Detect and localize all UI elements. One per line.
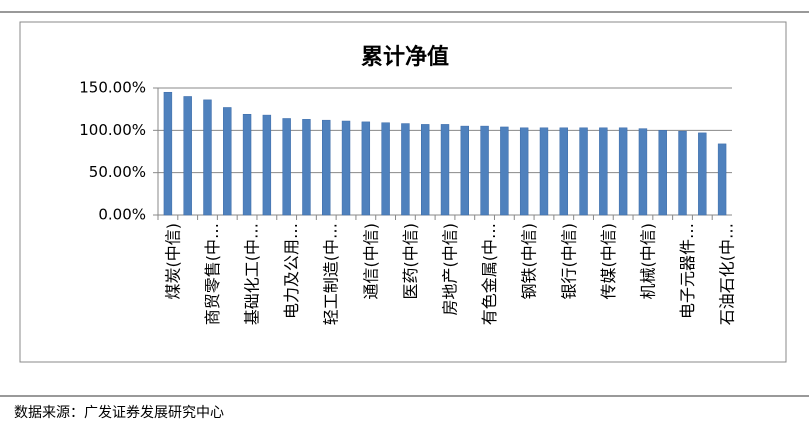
bar xyxy=(401,123,410,216)
x-tick-label: 机械(中信) xyxy=(638,223,657,300)
x-tick-label: 钢铁(中信) xyxy=(520,223,539,300)
x-tick-label: 银行(中信) xyxy=(559,223,578,300)
x-tick-label: 医药(中信) xyxy=(401,223,420,300)
bar xyxy=(460,125,470,216)
y-tick-label: 50.00% xyxy=(89,163,146,181)
bar xyxy=(322,119,331,216)
y-tick-label: 0.00% xyxy=(98,206,146,224)
bar xyxy=(381,122,390,216)
x-tick-label: 传媒(中信) xyxy=(599,223,618,300)
x-tick-label: 商贸零售(中… xyxy=(203,223,222,325)
bar xyxy=(163,91,173,216)
bar xyxy=(480,125,489,216)
x-tick-label: 煤炭(中信) xyxy=(163,223,182,300)
bar xyxy=(282,118,291,216)
bar xyxy=(559,127,568,216)
x-tick-label: 房地产(中信) xyxy=(441,223,460,316)
bar xyxy=(599,127,608,216)
bar xyxy=(341,120,351,216)
bar xyxy=(579,127,588,216)
bar xyxy=(302,119,311,216)
x-tick-label: 有色金属(中… xyxy=(480,223,499,325)
x-tick-label: 基础化工(中… xyxy=(243,223,262,325)
x-tick-label: 石油石化(中… xyxy=(718,223,737,325)
bar xyxy=(203,99,212,216)
bar xyxy=(223,107,232,216)
bar xyxy=(638,128,648,216)
bar xyxy=(698,132,707,216)
bar xyxy=(678,130,687,216)
x-tick-label: 轻工制造(中… xyxy=(322,223,341,325)
bar xyxy=(618,127,628,216)
bar xyxy=(658,130,667,216)
bar xyxy=(183,96,192,216)
bar xyxy=(440,124,450,216)
source-note: 数据来源：广发证券发展研究中心 xyxy=(14,405,224,421)
bar xyxy=(242,113,252,216)
bar xyxy=(420,124,430,216)
bar xyxy=(361,121,371,216)
bar xyxy=(500,126,509,216)
x-tick-label: 电力及公用… xyxy=(282,223,301,319)
chart-title: 累计净值 xyxy=(361,44,449,70)
bar xyxy=(717,143,727,216)
bar xyxy=(519,127,529,216)
bar xyxy=(262,114,272,216)
bar xyxy=(539,127,549,216)
y-tick-label: 150.00% xyxy=(79,79,146,97)
x-tick-label: 电子元器件… xyxy=(678,223,697,319)
x-tick-label: 通信(中信) xyxy=(361,223,380,300)
y-tick-label: 100.00% xyxy=(79,121,146,139)
